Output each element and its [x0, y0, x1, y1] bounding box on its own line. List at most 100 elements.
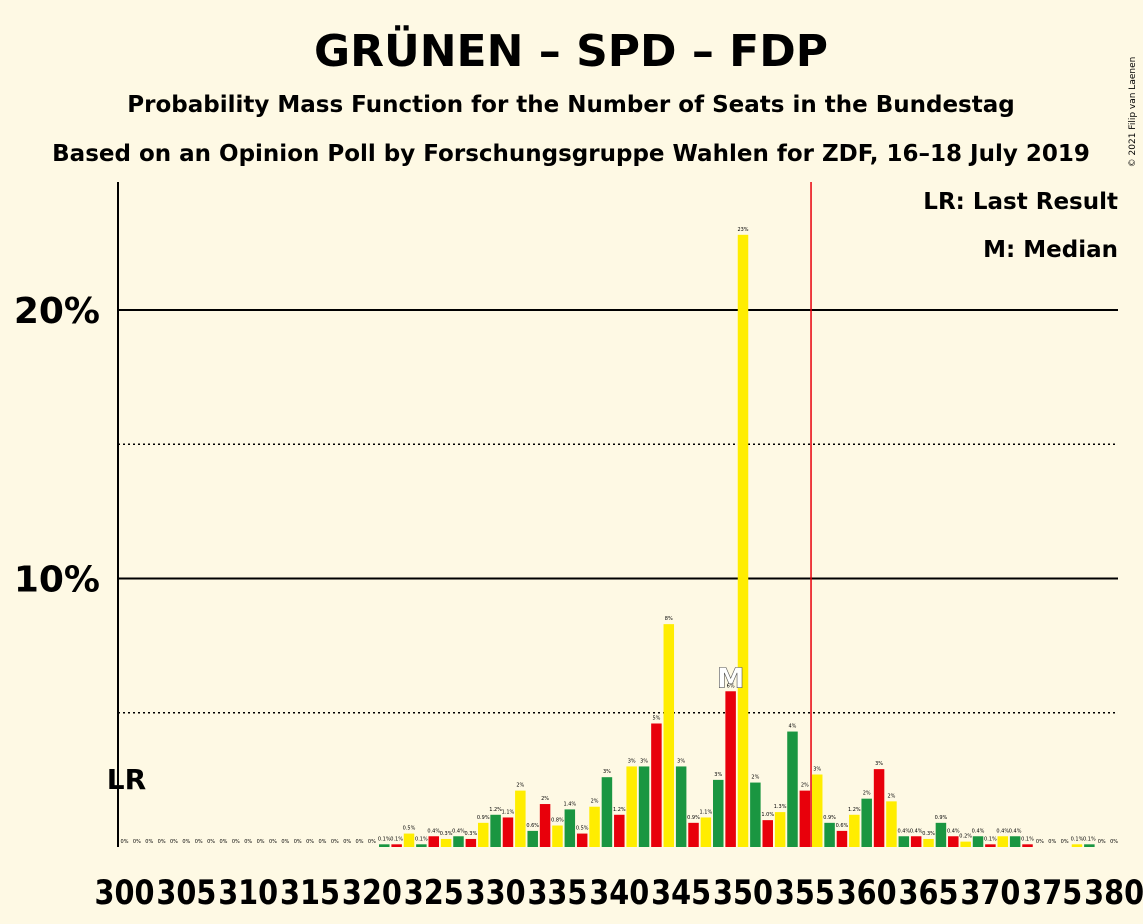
x-tick-label: 365: [899, 873, 959, 913]
bar-value-label: 0%: [207, 839, 215, 845]
x-tick-label: 315: [280, 873, 340, 913]
bar-value-label: 0%: [269, 839, 277, 845]
bar-value-label: 0.4%: [427, 828, 440, 834]
bar-seat-360: [861, 798, 872, 847]
bar-value-label: 0.9%: [477, 815, 490, 821]
bar-value-label: 0.3%: [440, 831, 453, 837]
bar-seat-377: [1071, 844, 1083, 847]
bar-seat-344: [663, 624, 675, 847]
bar-value-label: 0%: [343, 839, 351, 845]
bar-value-label: 0%: [121, 839, 129, 845]
bar-value-label: 0.4%: [972, 828, 985, 834]
x-axis: 300 305 310 315 320 325 330 335 340 345 350 355 360 3…: [95, 873, 1143, 913]
bar-value-label: 0.6%: [836, 823, 849, 829]
bar-value-label: 1.1%: [502, 809, 515, 815]
bar-seat-366: [935, 822, 947, 847]
x-tick-label: 370: [960, 873, 1020, 913]
legend-last-result: LR: Last Result: [923, 189, 1118, 215]
bar-value-label: 0%: [219, 839, 227, 845]
bar-seat-352: [762, 820, 773, 847]
bar-value-label: 3%: [813, 767, 821, 773]
bar-seat-349: [725, 691, 736, 847]
bar-seat-350: [737, 234, 749, 847]
bar-value-label: 1.2%: [489, 807, 502, 813]
bar-seat-358: [836, 830, 848, 847]
bar-value-label: 2%: [591, 799, 599, 805]
bar-value-label: 0.1%: [1083, 836, 1096, 842]
bar-seat-333: [527, 830, 538, 847]
bar-seat-337: [576, 833, 588, 847]
bar-seat-359: [849, 814, 860, 847]
bar-value-label: 0.4%: [910, 828, 923, 834]
bar-value-label: 0%: [195, 839, 203, 845]
median-marker: M: [717, 661, 745, 694]
bar-seat-369: [972, 836, 984, 847]
last-result-marker: LR: [107, 763, 146, 796]
bar-value-label: 3%: [628, 758, 636, 764]
chart-title: GRÜNEN – SPD – FDP: [314, 24, 828, 77]
bar-seat-336: [564, 809, 576, 847]
bar-value-label: 0%: [145, 839, 153, 845]
bar-value-label: 1.2%: [613, 807, 626, 813]
bar-value-label: 0.4%: [996, 828, 1009, 834]
bar-value-labels: 0% 0% 0% 0% 0% 0% 0% 0% 0% 0% 0% 0% 0% 0% 0% 0% 0% 0% 0% 0%…: [121, 227, 1119, 845]
x-tick-label: 345: [651, 873, 711, 913]
bar-value-label: 8%: [665, 616, 673, 622]
bar-value-label: 0%: [1061, 839, 1069, 845]
bar-value-label: 0%: [1048, 839, 1056, 845]
bar-value-label: 0.6%: [526, 823, 539, 829]
bar-seat-332: [515, 790, 526, 847]
bar-value-label: 0.1%: [415, 836, 428, 842]
bar-seat-334: [539, 804, 551, 847]
bar-seat-354: [787, 731, 798, 847]
bar-seat-364: [910, 836, 922, 847]
bar-value-label: 3%: [640, 758, 648, 764]
bar-seat-355: [799, 790, 811, 847]
bar-seat-365: [923, 838, 934, 847]
bar-value-label: 0%: [331, 839, 339, 845]
bar-seat-331: [502, 817, 514, 847]
bar-value-label: 2%: [516, 783, 524, 789]
x-tick-label: 375: [1022, 873, 1082, 913]
bar-value-label: 0%: [170, 839, 178, 845]
x-tick-label: 350: [713, 873, 773, 913]
x-tick-label: 325: [404, 873, 464, 913]
x-tick-label: 320: [342, 873, 402, 913]
bar-seat-351: [750, 782, 761, 847]
bar-value-label: 0%: [182, 839, 190, 845]
bars: [379, 234, 1095, 847]
x-tick-label: 355: [775, 873, 835, 913]
bar-value-label: 0.4%: [947, 828, 960, 834]
bar-value-label: 0%: [281, 839, 289, 845]
bar-value-label: 0%: [1098, 839, 1106, 845]
bar-value-label: 0.5%: [403, 826, 416, 832]
bar-seat-348: [713, 779, 724, 847]
bar-seat-361: [873, 769, 885, 847]
bar-seat-367: [948, 836, 959, 847]
bar-value-label: 4%: [789, 724, 797, 730]
bar-seat-368: [960, 841, 971, 847]
bar-value-label: 0%: [257, 839, 265, 845]
bar-value-label: 2%: [751, 775, 759, 781]
bar-seat-326: [440, 838, 452, 847]
bar-seat-370: [985, 844, 996, 847]
bar-value-label: 2%: [863, 791, 871, 797]
x-tick-label: 360: [837, 873, 897, 913]
bar-seat-328: [465, 838, 477, 847]
bar-value-label: 0.1%: [1021, 836, 1034, 842]
bar-seat-353: [774, 812, 786, 847]
bar-value-label: 23%: [737, 227, 748, 233]
bar-seat-340: [614, 814, 625, 847]
x-tick-label: 340: [589, 873, 649, 913]
bar-value-label: 1.1%: [700, 809, 713, 815]
bar-value-label: 0.1%: [390, 836, 403, 842]
bar-value-label: 0.1%: [984, 836, 997, 842]
bar-value-label: 0.2%: [959, 834, 972, 840]
bar-seat-335: [552, 825, 563, 847]
bar-value-label: 0.5%: [576, 826, 589, 832]
bar-value-label: 0%: [368, 839, 376, 845]
bar-value-label: 3%: [714, 772, 722, 778]
bar-value-label: 0%: [306, 839, 314, 845]
bar-value-label: 3%: [603, 769, 611, 775]
